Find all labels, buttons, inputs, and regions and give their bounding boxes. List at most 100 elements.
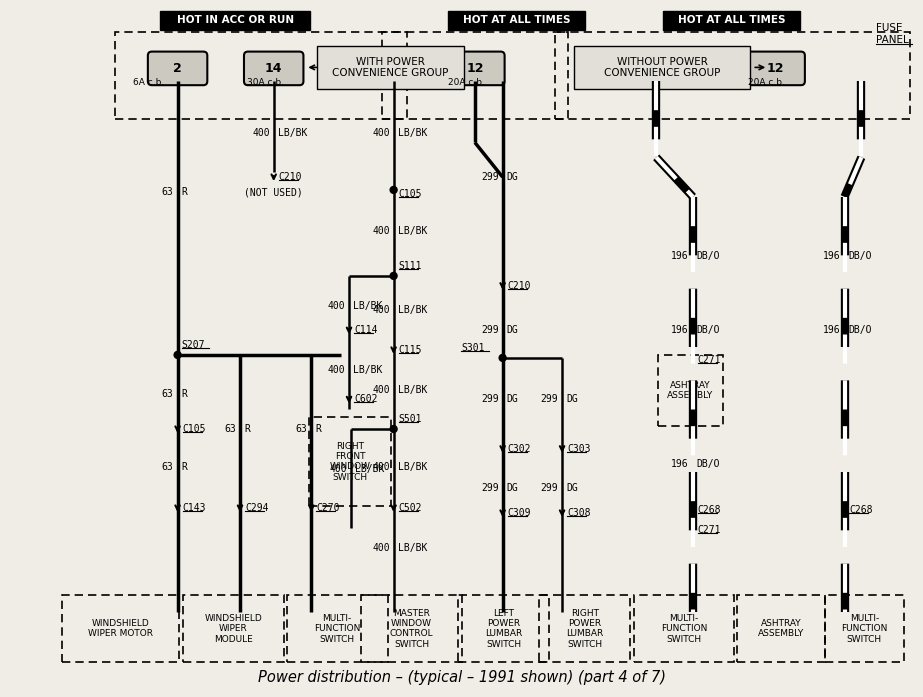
Text: LB/BK: LB/BK (353, 300, 382, 311)
Text: PANEL: PANEL (876, 35, 909, 45)
Text: MULTI-
FUNCTION
SWITCH: MULTI- FUNCTION SWITCH (314, 614, 360, 643)
Circle shape (499, 355, 506, 361)
Text: 299: 299 (481, 172, 498, 182)
FancyBboxPatch shape (148, 52, 208, 85)
Text: 2: 2 (174, 62, 182, 75)
Text: C294: C294 (245, 503, 269, 513)
Bar (658, 355, 723, 426)
Text: 30A c.b.: 30A c.b. (247, 78, 284, 86)
Bar (382, 32, 568, 118)
Text: DB/O: DB/O (697, 459, 720, 468)
Bar (160, 11, 310, 30)
Text: S301: S301 (461, 343, 485, 353)
Text: 400: 400 (330, 464, 347, 473)
Text: DG: DG (566, 483, 578, 493)
Text: DG: DG (566, 395, 578, 404)
Text: 14: 14 (265, 62, 282, 75)
Text: C271: C271 (698, 525, 722, 535)
Text: C302: C302 (508, 444, 531, 454)
Text: LB/BK: LB/BK (353, 365, 382, 375)
Text: S501: S501 (399, 414, 422, 424)
Text: FUSE: FUSE (876, 23, 903, 33)
Text: DB/O: DB/O (848, 251, 872, 261)
Text: LB/BK: LB/BK (398, 385, 427, 395)
Text: DB/O: DB/O (848, 325, 872, 335)
FancyBboxPatch shape (445, 52, 505, 85)
Circle shape (390, 187, 397, 193)
Text: LB/BK: LB/BK (278, 128, 307, 137)
Text: 6A c.b.: 6A c.b. (133, 78, 164, 86)
Text: C271: C271 (698, 355, 722, 365)
Text: C270: C270 (317, 503, 340, 513)
Text: S207: S207 (182, 340, 205, 350)
Text: C105: C105 (399, 189, 422, 199)
Text: ASHTRAY
ASSEMBLY: ASHTRAY ASSEMBLY (758, 619, 804, 638)
Bar (287, 595, 388, 662)
Text: C115: C115 (399, 345, 422, 355)
Text: 63: 63 (295, 424, 307, 434)
Text: C114: C114 (354, 325, 378, 335)
FancyBboxPatch shape (244, 52, 304, 85)
Bar (663, 11, 800, 30)
Text: 12: 12 (466, 62, 484, 75)
Text: 400: 400 (372, 305, 390, 316)
Text: LB/BK: LB/BK (398, 542, 427, 553)
Text: 196: 196 (671, 459, 689, 468)
Text: R: R (316, 424, 321, 434)
Text: 299: 299 (481, 325, 498, 335)
Text: 299: 299 (541, 483, 558, 493)
FancyBboxPatch shape (746, 52, 805, 85)
Text: 299: 299 (541, 395, 558, 404)
Text: 63: 63 (162, 461, 174, 472)
Text: 400: 400 (328, 300, 345, 311)
Text: WITHOUT POWER
CONVENIENCE GROUP: WITHOUT POWER CONVENIENCE GROUP (604, 56, 720, 78)
Text: C308: C308 (567, 508, 591, 518)
Text: C268: C268 (849, 505, 873, 515)
Text: 20A c.b.: 20A c.b. (749, 78, 785, 86)
Text: DB/O: DB/O (697, 325, 720, 335)
Text: C268: C268 (698, 505, 722, 515)
Text: R: R (244, 424, 250, 434)
Text: R: R (182, 187, 187, 197)
Text: C143: C143 (183, 503, 206, 513)
Text: MULTI-
FUNCTION
SWITCH: MULTI- FUNCTION SWITCH (841, 614, 888, 643)
Text: ASHTRAY
ASSEMBLY: ASHTRAY ASSEMBLY (666, 381, 713, 400)
Bar (539, 595, 630, 662)
Bar (574, 46, 750, 89)
Circle shape (390, 273, 397, 279)
Text: 400: 400 (372, 227, 390, 236)
Bar (555, 32, 910, 118)
Text: WINDSHIELD
WIPER MOTOR: WINDSHIELD WIPER MOTOR (88, 619, 152, 638)
Text: R: R (182, 461, 187, 472)
Text: R: R (182, 390, 187, 399)
Text: WINDSHIELD
WIPER
MODULE: WINDSHIELD WIPER MODULE (204, 614, 262, 643)
Text: 400: 400 (372, 385, 390, 395)
Text: Power distribution – (typical – 1991 shown) (part 4 of 7): Power distribution – (typical – 1991 sho… (258, 670, 665, 684)
Text: 196: 196 (823, 251, 841, 261)
Text: WITH POWER
CONVENIENCE GROUP: WITH POWER CONVENIENCE GROUP (332, 56, 449, 78)
Text: MULTI-
FUNCTION
SWITCH: MULTI- FUNCTION SWITCH (661, 614, 707, 643)
Text: 63: 63 (224, 424, 236, 434)
Text: HOT AT ALL TIMES: HOT AT ALL TIMES (677, 15, 785, 26)
Text: LB/BK: LB/BK (398, 461, 427, 472)
Text: 299: 299 (481, 395, 498, 404)
Text: DG: DG (507, 483, 519, 493)
Bar (824, 595, 904, 662)
Text: 400: 400 (372, 542, 390, 553)
Bar (449, 11, 585, 30)
Text: HOT AT ALL TIMES: HOT AT ALL TIMES (462, 15, 570, 26)
Text: 196: 196 (671, 251, 689, 261)
Text: C502: C502 (399, 503, 422, 513)
Text: C303: C303 (567, 444, 591, 454)
Text: S111: S111 (399, 261, 422, 271)
Text: DG: DG (507, 325, 519, 335)
Text: C105: C105 (183, 424, 206, 434)
Text: 63: 63 (162, 187, 174, 197)
Text: 299: 299 (481, 483, 498, 493)
Text: 400: 400 (328, 365, 345, 375)
Text: 400: 400 (372, 461, 390, 472)
Text: LB/BK: LB/BK (398, 128, 427, 137)
Bar (115, 32, 407, 118)
Text: LB/BK: LB/BK (398, 305, 427, 316)
Text: 12: 12 (766, 62, 784, 75)
